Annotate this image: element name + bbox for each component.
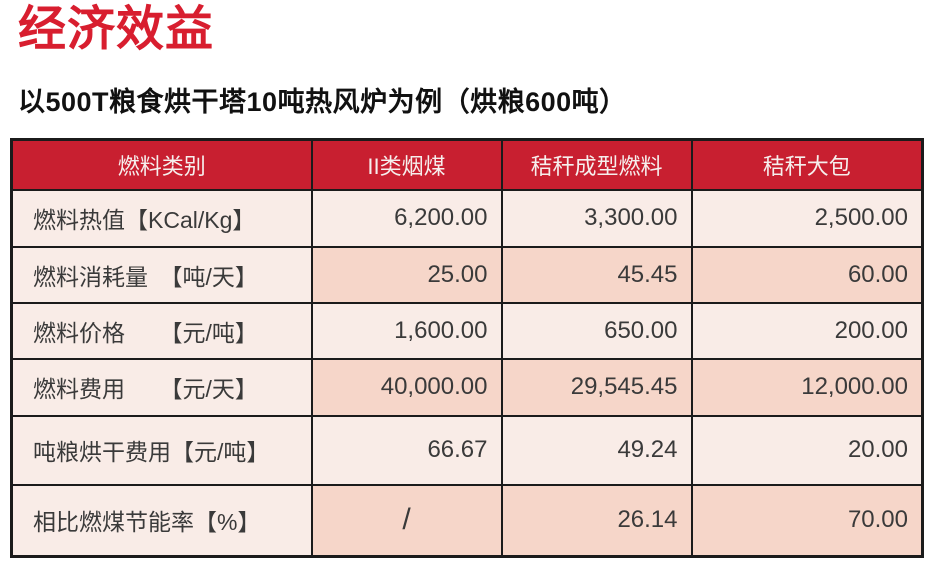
table-header-row: 燃料类别 II类烟煤 秸秆成型燃料 秸秆大包: [10, 138, 924, 191]
table-row: 相比燃煤节能率【%】 / 26.14 70.00: [10, 483, 924, 558]
header-fuel-category: 燃料类别: [10, 138, 313, 191]
table-row: 燃料热值【KCal/Kg】 6,200.00 3,300.00 2,500.00: [10, 188, 924, 248]
cell-value: 20.00: [690, 414, 924, 486]
cell-value: 12,000.00: [690, 357, 924, 417]
cell-value: 60.00: [690, 245, 924, 304]
row-label-price: 燃料价格 【元/吨】: [10, 301, 313, 360]
cell-value: 70.00: [690, 483, 924, 558]
page-subtitle: 以500T粮食烘干塔10吨热风炉为例（烘粮600吨）: [18, 87, 627, 117]
cell-value: 650.00: [500, 301, 693, 360]
cell-value: 49.24: [500, 414, 693, 486]
cell-value: 6,200.00: [310, 188, 503, 248]
table-row: 燃料消耗量 【吨/天】 25.00 45.45 60.00: [10, 245, 924, 304]
cell-value: 45.45: [500, 245, 693, 304]
row-label-drying-cost: 吨粮烘干费用【元/吨】: [10, 414, 313, 486]
cell-value: 25.00: [310, 245, 503, 304]
header-straw-molded-fuel: 秸秆成型燃料: [500, 138, 693, 191]
page-title: 经济效益: [18, 3, 215, 56]
cell-value: 200.00: [690, 301, 924, 360]
cell-value: /: [310, 483, 503, 558]
cell-value: 2,500.00: [690, 188, 924, 248]
row-label-energy-saving-rate: 相比燃煤节能率【%】: [10, 483, 313, 558]
economic-benefits-table: 燃料类别 II类烟煤 秸秆成型燃料 秸秆大包 燃料热值【KCal/Kg】 6,2…: [10, 138, 924, 558]
cell-value: 1,600.00: [310, 301, 503, 360]
header-straw-bale: 秸秆大包: [690, 138, 924, 191]
table-row: 吨粮烘干费用【元/吨】 66.67 49.24 20.00: [10, 414, 924, 486]
cell-value: 26.14: [500, 483, 693, 558]
row-label-cost: 燃料费用 【元/天】: [10, 357, 313, 417]
row-label-consumption: 燃料消耗量 【吨/天】: [10, 245, 313, 304]
cell-value: 66.67: [310, 414, 503, 486]
cell-value: 29,545.45: [500, 357, 693, 417]
cell-value: 40,000.00: [310, 357, 503, 417]
table-row: 燃料费用 【元/天】 40,000.00 29,545.45 12,000.00: [10, 357, 924, 417]
cell-value: 3,300.00: [500, 188, 693, 248]
row-label-heat-value: 燃料热值【KCal/Kg】: [10, 188, 313, 248]
table-row: 燃料价格 【元/吨】 1,600.00 650.00 200.00: [10, 301, 924, 360]
header-bituminous-coal: II类烟煤: [310, 138, 503, 191]
